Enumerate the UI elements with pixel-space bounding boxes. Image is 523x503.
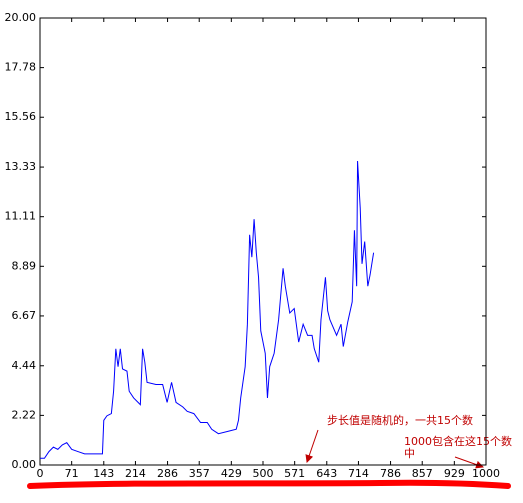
y-tick-label: 4.44 — [12, 359, 37, 372]
annotation: 步长值是随机的，一共15个数 — [327, 413, 473, 427]
y-tick-label: 11.11 — [5, 210, 37, 223]
annotation: 1000包含在这15个数 — [404, 434, 512, 448]
x-tick-label: 857 — [412, 467, 433, 480]
x-tick-label: 786 — [380, 467, 401, 480]
y-tick-label: 15.56 — [5, 110, 37, 123]
x-tick-label: 929 — [444, 467, 465, 480]
x-tick-label: 1000 — [472, 467, 500, 480]
x-tick-label: 571 — [284, 467, 305, 480]
x-tick-label: 357 — [189, 467, 210, 480]
y-tick-label: 6.67 — [12, 309, 37, 322]
x-tick-label: 714 — [348, 467, 369, 480]
x-tick-label: 643 — [316, 467, 337, 480]
y-tick-label: 17.78 — [5, 61, 37, 74]
y-tick-label: 0.00 — [12, 458, 37, 471]
x-tick-label: 286 — [157, 467, 178, 480]
y-tick-label: 20.00 — [5, 11, 37, 24]
plot-frame — [39, 17, 487, 466]
annotation: 中 — [404, 447, 415, 460]
red-underline — [27, 479, 511, 489]
x-tick-label: 0 — [37, 467, 44, 480]
x-tick-label: 143 — [93, 467, 114, 480]
y-tick-label: 2.22 — [12, 408, 37, 421]
y-tick-label: 8.89 — [12, 259, 37, 272]
x-tick-label: 429 — [221, 467, 242, 480]
x-tick-label: 71 — [65, 467, 79, 480]
x-tick-label: 500 — [253, 467, 274, 480]
data-line — [40, 161, 375, 459]
y-tick-label: 13.33 — [5, 160, 37, 173]
x-tick-label: 214 — [125, 467, 146, 480]
annotation-arrow — [305, 429, 319, 463]
